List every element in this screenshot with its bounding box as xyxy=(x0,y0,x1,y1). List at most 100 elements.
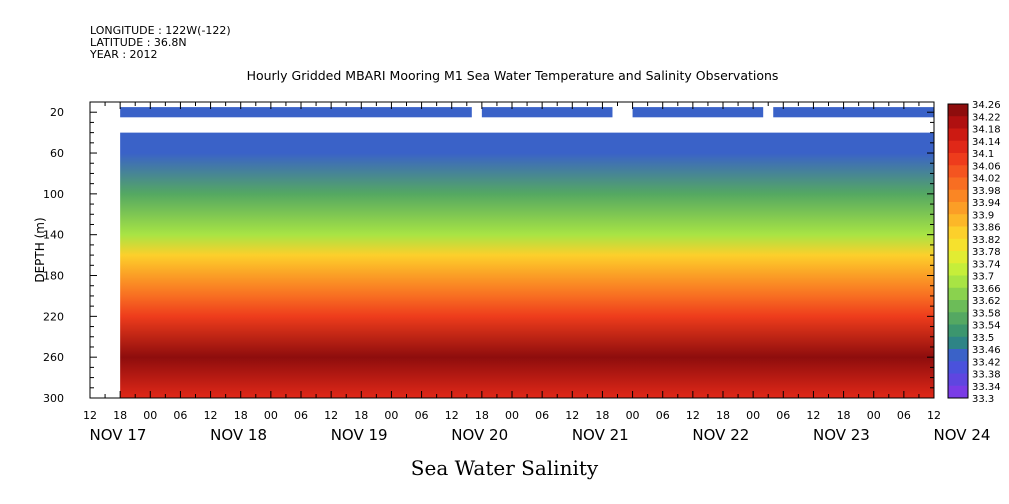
colorbar-level-label: 33.74 xyxy=(972,259,1001,270)
x-hour-tick-label: 18 xyxy=(354,409,368,422)
colorbar-level-label: 33.66 xyxy=(972,284,1001,295)
colorbar-swatch xyxy=(948,202,968,215)
colorbar-level-label: 33.98 xyxy=(972,186,1001,197)
x-hour-tick-label: 12 xyxy=(324,409,338,422)
colorbar-level-label: 33.82 xyxy=(972,235,1001,246)
y-tick-label: 100 xyxy=(43,188,64,201)
colorbar-swatch xyxy=(948,238,968,252)
colorbar-swatch xyxy=(948,349,968,362)
y-tick-label: 180 xyxy=(43,270,64,283)
longitude-label: LONGITUDE : 122W(-122) xyxy=(90,24,231,37)
colorbar-swatch xyxy=(948,128,968,142)
x-day-label: NOV 18 xyxy=(210,426,267,444)
x-hour-tick-label: 06 xyxy=(656,409,670,422)
colorbar-swatch xyxy=(948,263,968,276)
colorbar-swatch xyxy=(948,373,968,387)
x-day-label: NOV 21 xyxy=(572,426,629,444)
salinity-field xyxy=(120,132,934,398)
x-hour-tick-label: 18 xyxy=(595,409,609,422)
colorbar-level-label: 33.34 xyxy=(972,382,1001,393)
colorbar-swatch xyxy=(948,116,968,129)
x-day-label: NOV 23 xyxy=(813,426,870,444)
colorbar-level-label: 33.54 xyxy=(972,321,1001,332)
colorbar-swatch xyxy=(948,189,968,203)
x-hour-tick-label: 06 xyxy=(294,409,308,422)
y-tick-label: 220 xyxy=(43,310,64,323)
colorbar-swatch xyxy=(948,287,968,301)
colorbar-level-label: 33.78 xyxy=(972,247,1001,258)
x-hour-tick-label: 06 xyxy=(173,409,187,422)
surface-sensor-segment xyxy=(481,107,613,118)
colorbar-swatch xyxy=(948,385,968,399)
colorbar-swatch xyxy=(948,214,968,227)
colorbar-level-label: 33.58 xyxy=(972,308,1001,319)
plot-area xyxy=(89,101,935,399)
colorbar-level-label: 33.9 xyxy=(972,210,994,221)
colorbar-swatch xyxy=(948,251,968,264)
colorbar-level-label: 34.06 xyxy=(972,161,1001,172)
x-hour-tick-label: 00 xyxy=(867,409,881,422)
x-day-label: NOV 17 xyxy=(90,426,147,444)
x-day-label: NOV 19 xyxy=(331,426,388,444)
x-hour-tick-label: 12 xyxy=(686,409,700,422)
colorbar-swatch xyxy=(948,165,968,178)
x-hour-tick-label: 12 xyxy=(806,409,820,422)
x-day-label: NOV 24 xyxy=(934,426,991,444)
colorbar-swatch xyxy=(948,361,968,374)
colorbar-swatch xyxy=(948,226,968,240)
x-hour-tick-label: 06 xyxy=(776,409,790,422)
y-tick-label: 260 xyxy=(43,351,64,364)
chart-title: Hourly Gridded MBARI Mooring M1 Sea Wate… xyxy=(246,68,779,83)
x-hour-tick-label: 12 xyxy=(204,409,218,422)
x-hour-tick-label: 12 xyxy=(565,409,579,422)
x-hour-tick-label: 12 xyxy=(927,409,941,422)
colorbar-level-label: 33.7 xyxy=(972,272,994,283)
x-hour-tick-label: 06 xyxy=(897,409,911,422)
x-axis: 12 18 00 06 12 18 00 06 12 18 00 06 12 18 00 06 12 18 00 06… xyxy=(83,102,990,444)
latitude-label: LATITUDE : 36.8N xyxy=(90,36,187,49)
colorbar-swatch xyxy=(948,275,968,289)
colorbar-level-label: 33.86 xyxy=(972,223,1001,234)
y-tick-label: 300 xyxy=(43,392,64,405)
colorbar-level-label: 33.94 xyxy=(972,198,1001,209)
colorbar-level-label: 33.42 xyxy=(972,357,1001,368)
x-hour-tick-label: 00 xyxy=(505,409,519,422)
x-hour-tick-label: 12 xyxy=(83,409,97,422)
colorbar-level-label: 33.46 xyxy=(972,345,1001,356)
footer-variable-label: Sea Water Salinity xyxy=(410,456,599,480)
x-hour-tick-label: 18 xyxy=(113,409,127,422)
colorbar-level-label: 33.38 xyxy=(972,370,1001,381)
colorbar-frame xyxy=(947,103,969,399)
x-hour-tick-label: 18 xyxy=(837,409,851,422)
x-hour-tick-label: 00 xyxy=(384,409,398,422)
surface-sensor-band xyxy=(120,107,934,118)
colorbar-level-label: 33.3 xyxy=(972,394,994,405)
y-tick-label: 20 xyxy=(50,106,64,119)
y-axis-label: DEPTH (m) xyxy=(33,217,47,282)
x-hour-tick-label: 18 xyxy=(716,409,730,422)
x-day-label: NOV 22 xyxy=(692,426,749,444)
y-tick-label: 60 xyxy=(50,147,64,160)
surface-sensor-segment xyxy=(120,107,472,118)
colorbar-level-label: 34.02 xyxy=(972,174,1001,185)
colorbar-level-label: 34.26 xyxy=(972,100,1001,111)
colorbar-level-label: 34.14 xyxy=(972,137,1001,148)
colorbar-swatch xyxy=(948,104,968,117)
colorbar-swatch xyxy=(948,336,968,350)
y-tick-label: 140 xyxy=(43,229,64,242)
surface-sensor-segment xyxy=(632,107,764,118)
colorbar-level-label: 33.5 xyxy=(972,333,994,344)
colorbar: 34.2634.2234.1834.1434.134.0634.0233.983… xyxy=(947,100,1001,405)
x-hour-tick-label: 06 xyxy=(415,409,429,422)
colorbar-level-label: 33.62 xyxy=(972,296,1001,307)
x-hour-tick-label: 18 xyxy=(234,409,248,422)
colorbar-swatch xyxy=(948,312,968,325)
colorbar-swatch xyxy=(948,324,968,338)
surface-sensor-segment xyxy=(773,107,934,118)
colorbar-swatch xyxy=(948,153,968,166)
colorbar-swatch xyxy=(948,300,968,313)
x-hour-tick-label: 00 xyxy=(626,409,640,422)
x-hour-tick-label: 06 xyxy=(535,409,549,422)
colorbar-swatch xyxy=(948,177,968,191)
x-hour-tick-label: 00 xyxy=(143,409,157,422)
